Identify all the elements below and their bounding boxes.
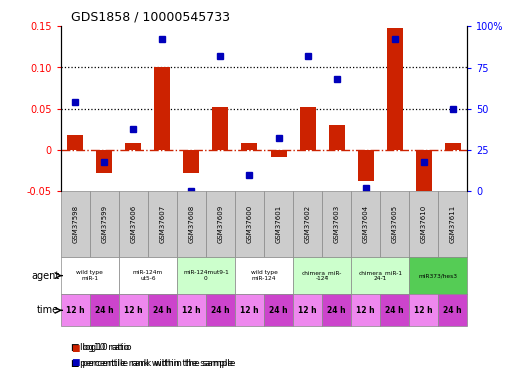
Bar <box>409 294 438 326</box>
Text: chimera_miR-
-124: chimera_miR- -124 <box>302 270 342 281</box>
Bar <box>293 257 351 294</box>
Bar <box>264 191 293 257</box>
Text: 12 h: 12 h <box>298 306 317 315</box>
Bar <box>148 294 177 326</box>
Text: GSM37605: GSM37605 <box>392 205 398 243</box>
Text: 12 h: 12 h <box>356 306 375 315</box>
Bar <box>322 294 351 326</box>
Text: ■: ■ <box>71 358 80 368</box>
Bar <box>299 107 316 150</box>
Text: 24 h: 24 h <box>211 306 230 315</box>
Text: 24 h: 24 h <box>385 306 404 315</box>
Text: GSM37600: GSM37600 <box>247 205 252 243</box>
Bar <box>125 143 142 150</box>
Bar <box>351 294 380 326</box>
Text: miR373/hes3: miR373/hes3 <box>419 273 458 278</box>
Bar <box>96 150 112 173</box>
Bar <box>445 143 461 150</box>
Text: GSM37599: GSM37599 <box>101 205 107 243</box>
Bar <box>409 257 467 294</box>
Bar <box>380 294 409 326</box>
Text: GSM37607: GSM37607 <box>159 205 165 243</box>
Bar <box>380 191 409 257</box>
Bar <box>241 143 258 150</box>
Text: miR-124m
ut5-6: miR-124m ut5-6 <box>133 270 163 281</box>
Text: 12 h: 12 h <box>66 306 84 315</box>
Text: 24 h: 24 h <box>269 306 288 315</box>
Text: 12 h: 12 h <box>414 306 433 315</box>
Text: 12 h: 12 h <box>182 306 201 315</box>
Bar <box>438 191 467 257</box>
Bar <box>183 150 200 173</box>
Text: GSM37603: GSM37603 <box>334 205 340 243</box>
Bar <box>351 257 409 294</box>
Bar <box>90 294 119 326</box>
Text: percentile rank within the sample: percentile rank within the sample <box>80 358 233 368</box>
Bar <box>270 150 287 157</box>
Bar <box>177 257 235 294</box>
Text: miR-124mut9-1
0: miR-124mut9-1 0 <box>183 270 229 281</box>
Text: 24 h: 24 h <box>95 306 114 315</box>
Bar <box>438 294 467 326</box>
Bar <box>235 257 293 294</box>
Text: 24 h: 24 h <box>153 306 172 315</box>
Bar <box>235 191 264 257</box>
Text: GSM37610: GSM37610 <box>421 205 427 243</box>
Text: time: time <box>37 305 59 315</box>
Bar <box>293 294 322 326</box>
Bar <box>416 150 432 195</box>
Bar <box>212 107 229 150</box>
Bar <box>235 294 264 326</box>
Text: 12 h: 12 h <box>240 306 259 315</box>
Bar <box>386 28 403 150</box>
Text: GSM37606: GSM37606 <box>130 205 136 243</box>
Text: ■ percentile rank within the sample: ■ percentile rank within the sample <box>71 358 236 368</box>
Bar <box>61 294 90 326</box>
Text: log10 ratio: log10 ratio <box>80 344 129 352</box>
Text: agent: agent <box>31 271 59 280</box>
Bar <box>357 150 374 182</box>
Text: GSM37602: GSM37602 <box>305 205 310 243</box>
Text: ■ log10 ratio: ■ log10 ratio <box>71 344 132 352</box>
Bar <box>328 125 345 150</box>
Text: GSM37601: GSM37601 <box>276 205 281 243</box>
Bar <box>264 294 293 326</box>
Bar <box>148 191 177 257</box>
Text: GSM37598: GSM37598 <box>72 205 78 243</box>
Text: GSM37609: GSM37609 <box>218 205 223 243</box>
Bar <box>322 191 351 257</box>
Bar <box>206 294 235 326</box>
Bar <box>90 191 119 257</box>
Text: chimera_miR-1
24-1: chimera_miR-1 24-1 <box>358 270 402 281</box>
Bar <box>61 191 90 257</box>
Bar <box>61 257 119 294</box>
Text: GSM37604: GSM37604 <box>363 205 369 243</box>
Bar <box>177 294 206 326</box>
Bar <box>206 191 235 257</box>
Bar <box>293 191 322 257</box>
Bar <box>351 191 380 257</box>
Text: wild type
miR-1: wild type miR-1 <box>77 270 103 281</box>
Bar <box>119 191 148 257</box>
Text: wild type
miR-124: wild type miR-124 <box>251 270 277 281</box>
Text: GSM37611: GSM37611 <box>450 205 456 243</box>
Text: 24 h: 24 h <box>444 306 462 315</box>
Bar <box>119 294 148 326</box>
Bar <box>154 68 171 150</box>
Bar <box>119 257 177 294</box>
Bar <box>177 191 206 257</box>
Bar <box>409 191 438 257</box>
Text: 24 h: 24 h <box>327 306 346 315</box>
Bar <box>67 135 83 150</box>
Text: GSM37608: GSM37608 <box>188 205 194 243</box>
Text: GDS1858 / 10000545733: GDS1858 / 10000545733 <box>71 10 230 23</box>
Text: ■: ■ <box>71 344 80 352</box>
Text: 12 h: 12 h <box>124 306 143 315</box>
